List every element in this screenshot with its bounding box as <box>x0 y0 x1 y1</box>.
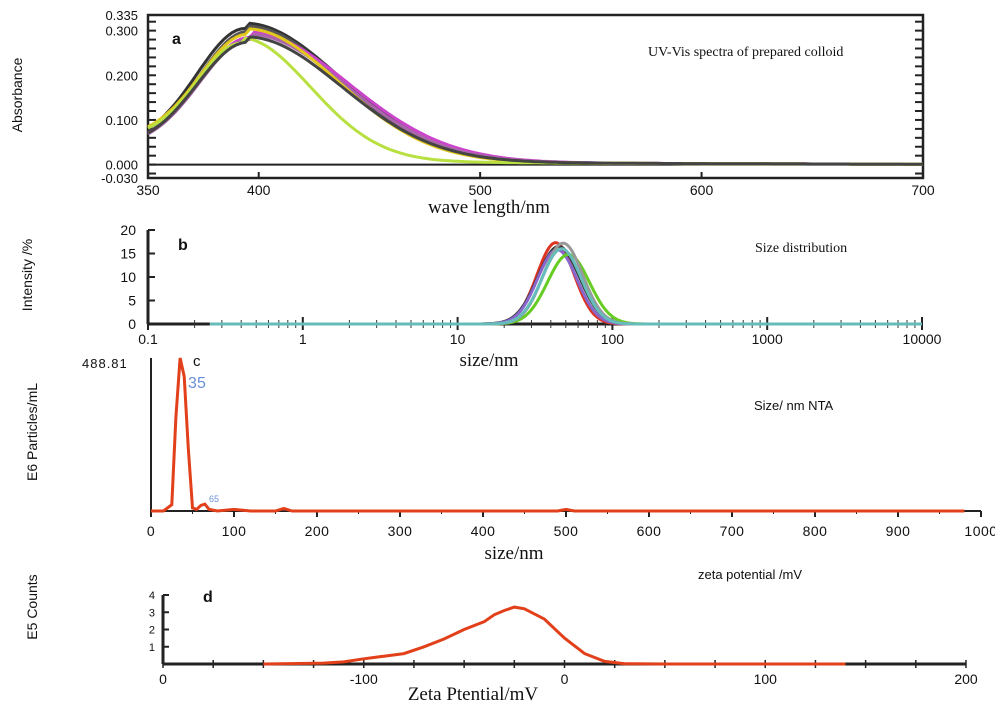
panel-c-annotation: Size/ nm NTA <box>754 398 834 413</box>
panel-d-ytick-label: 2 <box>149 625 155 637</box>
panel-d-xlabel: Zeta Ptential/mV <box>408 684 539 705</box>
panel-c-xtick-label: 500 <box>554 523 579 539</box>
panel-c-xtick-label: 1000 <box>964 523 995 539</box>
panel-b-ytick-label: 10 <box>120 269 136 285</box>
panel-c-xlabel: size/nm <box>484 543 543 564</box>
panel-b-series-line <box>210 249 922 324</box>
panel-b-xtick-label: 100 <box>601 331 625 347</box>
panel-b-ytick-label: 15 <box>120 246 136 262</box>
panel-d-xtick-label: 100 <box>754 671 778 687</box>
panel-d-xtick-label: 0 <box>159 671 167 687</box>
panel-d-annotation: zeta potential /mV <box>698 567 802 582</box>
panel-c-xtick-label: 900 <box>886 523 911 539</box>
panel-c-xtick-label: 200 <box>305 523 330 539</box>
panel-d-ytick-label: 4 <box>149 590 155 602</box>
panel-c-letter: c <box>193 353 201 370</box>
panel-c-series: 35 65 <box>151 358 964 511</box>
panel-a-ytick-label: -0.030 <box>101 171 138 186</box>
panel-a-xlabel: wave length/nm <box>428 197 550 218</box>
panel-a-xtick-label: 700 <box>911 182 935 198</box>
panel-a-ytick-label: 0.335 <box>105 8 138 23</box>
panel-b-xtick-label: 10000 <box>903 331 942 347</box>
panel-c-ylabel: E6 Particles/mL <box>24 383 40 481</box>
panel-a-ytick-label: 0.300 <box>105 24 138 39</box>
panel-b-ylabel: Intensity /% <box>19 239 35 311</box>
panel-c-peak-label: 65 <box>209 494 219 504</box>
panel-b-letter: b <box>178 237 188 254</box>
panel-d-zeta: 1 2 3 4 0 -100 0 100 200 d zeta potential /mV Ze… <box>24 567 978 705</box>
panel-b-xlabel: size/nm <box>459 350 518 371</box>
panel-c-xtick-label: 300 <box>388 523 413 539</box>
panel-b-ytick-label: 0 <box>128 316 136 332</box>
panel-c-xtick-label: 400 <box>471 523 496 539</box>
panel-b-series-line <box>210 255 922 325</box>
panel-a-ytick-label: 0.200 <box>105 68 138 83</box>
panel-a-xtick-label: 600 <box>690 182 714 198</box>
panel-a-ytick-label: 0.000 <box>105 158 138 173</box>
panel-d-xtick-label: 0 <box>561 671 569 687</box>
panel-a-ylabel: Absorbance <box>9 57 25 132</box>
panel-a-xtick-label: 350 <box>136 182 160 198</box>
panel-c-xtick-label: 100 <box>222 523 247 539</box>
panel-a-xtick-label: 500 <box>468 182 492 198</box>
panel-a-ytick-label: 0.100 <box>105 113 138 128</box>
panel-b-xtick-label: 10 <box>450 331 466 347</box>
panel-c-peak-label: 35 <box>188 375 206 392</box>
panel-d-xtick-label: 200 <box>954 671 978 687</box>
panel-d-ytick-label: 3 <box>149 607 155 619</box>
panel-c-series-line <box>151 358 964 511</box>
panel-b-ytick-label: 20 <box>120 222 136 238</box>
panel-d-series <box>263 607 845 664</box>
panel-c-xtick-label: 700 <box>720 523 745 539</box>
panel-c-xtick-label: 800 <box>803 523 828 539</box>
panel-c-xtick-label: 600 <box>637 523 662 539</box>
panel-b-size-distribution: 0 5 10 15 20 0.1 1 10 100 1000 10000 b Size distri… <box>19 222 942 371</box>
panel-b-xtick-label: 1 <box>299 331 307 347</box>
panel-a-letter: a <box>172 31 181 48</box>
panel-c-nta: 0 100 200 300 400 500 600 700 800 900 1000 35 65 48… <box>24 353 995 564</box>
panel-b-series-line <box>210 250 922 324</box>
panel-a-annotation: UV-Vis spectra of prepared colloid <box>648 45 843 60</box>
panel-d-ylabel: E5 Counts <box>24 574 40 639</box>
panel-b-annotation: Size distribution <box>755 241 847 256</box>
panel-d-xtick-label: -100 <box>350 671 378 687</box>
panel-b-xtick-label: 0.1 <box>138 331 158 347</box>
panel-b-xtick-label: 1000 <box>752 331 783 347</box>
panel-b-ytick-label: 5 <box>128 293 136 309</box>
panel-c-ymax-label: 488.81 <box>82 356 128 371</box>
panel-a-xtick-label: 400 <box>247 182 271 198</box>
panel-d-series-line <box>263 607 845 664</box>
panel-d-letter: d <box>203 589 213 606</box>
panel-c-xtick-label: 0 <box>147 523 155 539</box>
panel-d-ytick-label: 1 <box>149 642 155 654</box>
